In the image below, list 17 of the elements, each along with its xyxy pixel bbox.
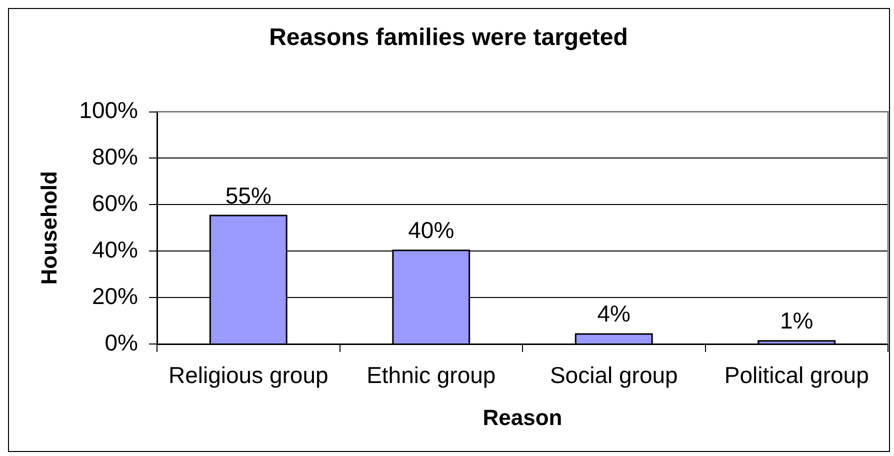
x-axis-title: Reason: [482, 404, 562, 430]
y-tick-label: 60%: [92, 190, 138, 216]
chart-title: Reasons families were targeted: [269, 24, 628, 52]
x-tick-label: Political group: [724, 362, 869, 388]
x-tick-label: Ethnic group: [366, 362, 496, 388]
data-label: 40%: [408, 217, 454, 244]
y-tick-label: 40%: [92, 236, 138, 262]
y-tick-label: 100%: [79, 97, 138, 124]
y-tick-label: 80%: [92, 144, 138, 170]
x-tick-label: Social group: [550, 362, 678, 388]
data-label: 55%: [225, 182, 272, 208]
y-axis-title: Household: [36, 171, 62, 285]
data-label: 4%: [597, 300, 630, 327]
data-label: 1%: [780, 308, 814, 334]
y-tick-label: 0%: [104, 329, 138, 356]
y-tick-label: 20%: [92, 282, 138, 309]
x-tick-label: Religious group: [168, 362, 328, 388]
